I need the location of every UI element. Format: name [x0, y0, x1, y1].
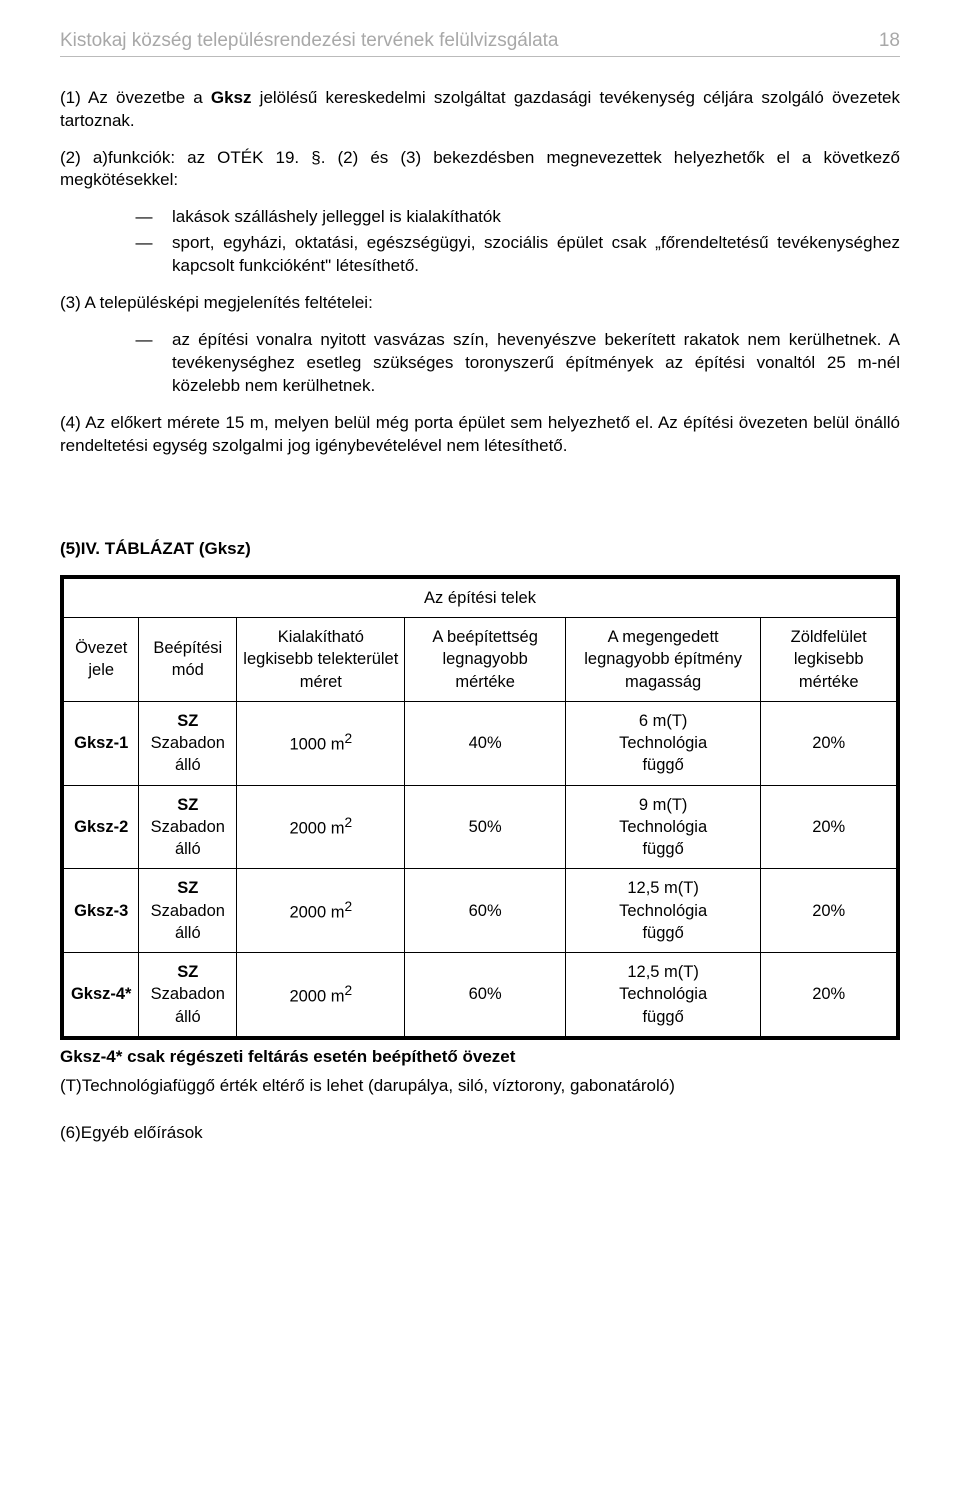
coverage-cell: 50%	[405, 785, 565, 869]
area-val: 2000 m	[289, 820, 344, 838]
p1-prefix: (1) Az övezetbe a	[60, 88, 211, 107]
table-section-title: (5)IV. TÁBLÁZAT (Gksz)	[60, 538, 900, 561]
table-title-row: Az építési telek	[62, 577, 898, 618]
height-top: 12,5 m(T)	[627, 879, 699, 897]
height-top: 12,5 m(T)	[627, 963, 699, 981]
table-title: Az építési telek	[62, 577, 898, 618]
height-bot: függő	[642, 924, 683, 942]
col-header: A beépítettség legnagyobb mértéke	[405, 618, 565, 702]
mode-cell: SZ Szabadon álló	[139, 701, 237, 785]
paragraph-1: (1) Az övezetbe a Gksz jelölésű keresked…	[60, 87, 900, 133]
coverage-cell: 60%	[405, 953, 565, 1038]
dash-icon: —	[116, 329, 172, 398]
coverage-cell: 60%	[405, 869, 565, 953]
list-1: — lakások szálláshely jelleggel is kiala…	[60, 206, 900, 278]
zone-cell: Gksz-2	[62, 785, 139, 869]
col-header: Zöldfelület legkisebb mértéke	[761, 618, 898, 702]
paragraph-4: (4) Az előkert mérete 15 m, melyen belül…	[60, 412, 900, 458]
table-row: Gksz-3 SZ Szabadon álló 2000 m2 60% 12,5 m…	[62, 869, 898, 953]
mode-cell: SZ Szabadon álló	[139, 869, 237, 953]
list-text: sport, egyházi, oktatási, egészségügyi, …	[172, 232, 900, 278]
green-cell: 20%	[761, 953, 898, 1038]
table-row: Gksz-2 SZ Szabadon álló 2000 m2 50% 9 m(T)…	[62, 785, 898, 869]
list-item: — az építési vonalra nyitott vasvázas sz…	[60, 329, 900, 398]
height-mid: Technológia	[619, 734, 707, 752]
mode-bot: álló	[175, 1008, 201, 1026]
coverage-cell: 40%	[405, 701, 565, 785]
area-val: 2000 m	[289, 903, 344, 921]
table-row: Gksz-4* SZ Szabadon álló 2000 m2 60% 12,5 …	[62, 953, 898, 1038]
zone-cell: Gksz-4*	[62, 953, 139, 1038]
height-cell: 6 m(T) Technológia függő	[565, 701, 761, 785]
area-cell: 2000 m2	[237, 785, 405, 869]
height-cell: 9 m(T) Technológia függő	[565, 785, 761, 869]
dash-icon: —	[116, 232, 172, 278]
mode-bot: álló	[175, 756, 201, 774]
green-cell: 20%	[761, 701, 898, 785]
page-header: Kistokaj község településrendezési tervé…	[60, 28, 900, 57]
height-mid: Technológia	[619, 902, 707, 920]
paragraph-3: (3) A településképi megjelenítés feltéte…	[60, 292, 900, 315]
height-cell: 12,5 m(T) Technológia függő	[565, 953, 761, 1038]
green-cell: 20%	[761, 869, 898, 953]
table-header-row: Övezet jele Beépítési mód Kialakítható l…	[62, 618, 898, 702]
dash-icon: —	[116, 206, 172, 229]
list-item: — lakások szálláshely jelleggel is kiala…	[60, 206, 900, 229]
mode-top: SZ	[177, 879, 198, 897]
mode-top: SZ	[177, 963, 198, 981]
mode-top: SZ	[177, 712, 198, 730]
mode-cell: SZ Szabadon álló	[139, 953, 237, 1038]
list-item: — sport, egyházi, oktatási, egészségügyi…	[60, 232, 900, 278]
zone-cell: Gksz-3	[62, 869, 139, 953]
footnote-1: Gksz-4* csak régészeti feltárás esetén b…	[60, 1046, 900, 1069]
mode-cell: SZ Szabadon álló	[139, 785, 237, 869]
area-sup: 2	[345, 983, 353, 998]
p1-bold: Gksz	[211, 88, 252, 107]
col-header: A megengedett legnagyobb építmény magass…	[565, 618, 761, 702]
zone-cell: Gksz-1	[62, 701, 139, 785]
col-header: Beépítési mód	[139, 618, 237, 702]
mode-mid: Szabadon	[151, 902, 225, 920]
area-cell: 2000 m2	[237, 953, 405, 1038]
area-cell: 1000 m2	[237, 701, 405, 785]
mode-mid: Szabadon	[151, 734, 225, 752]
col-header: Övezet jele	[62, 618, 139, 702]
col-header: Kialakítható legkisebb telekterület mére…	[237, 618, 405, 702]
header-page-number: 18	[879, 28, 900, 54]
height-top: 6 m(T)	[639, 712, 688, 730]
mode-top: SZ	[177, 796, 198, 814]
list-text: az építési vonalra nyitott vasvázas szín…	[172, 329, 900, 398]
height-bot: függő	[642, 840, 683, 858]
height-mid: Technológia	[619, 818, 707, 836]
height-cell: 12,5 m(T) Technológia függő	[565, 869, 761, 953]
table-row: Gksz-1 SZ Szabadon álló 1000 m2 40% 6 m(T)…	[62, 701, 898, 785]
area-sup: 2	[345, 731, 353, 746]
height-mid: Technológia	[619, 985, 707, 1003]
mode-mid: Szabadon	[151, 818, 225, 836]
paragraph-2: (2) a)funkciók: az OTÉK 19. §. (2) és (3…	[60, 147, 900, 193]
area-val: 1000 m	[289, 736, 344, 754]
height-top: 9 m(T)	[639, 796, 688, 814]
area-sup: 2	[345, 899, 353, 914]
list-2: — az építési vonalra nyitott vasvázas sz…	[60, 329, 900, 398]
area-sup: 2	[345, 815, 353, 830]
mode-bot: álló	[175, 840, 201, 858]
area-cell: 2000 m2	[237, 869, 405, 953]
footnote-2: (T)Technológiafüggő érték eltérő is lehe…	[60, 1075, 900, 1098]
paragraph-6: (6)Egyéb előírások	[60, 1122, 900, 1145]
zoning-table: Az építési telek Övezet jele Beépítési m…	[60, 575, 900, 1040]
mode-mid: Szabadon	[151, 985, 225, 1003]
list-text: lakások szálláshely jelleggel is kialakí…	[172, 206, 900, 229]
height-bot: függő	[642, 1008, 683, 1026]
green-cell: 20%	[761, 785, 898, 869]
header-title: Kistokaj község településrendezési tervé…	[60, 28, 559, 54]
area-val: 2000 m	[289, 987, 344, 1005]
mode-bot: álló	[175, 924, 201, 942]
height-bot: függő	[642, 756, 683, 774]
